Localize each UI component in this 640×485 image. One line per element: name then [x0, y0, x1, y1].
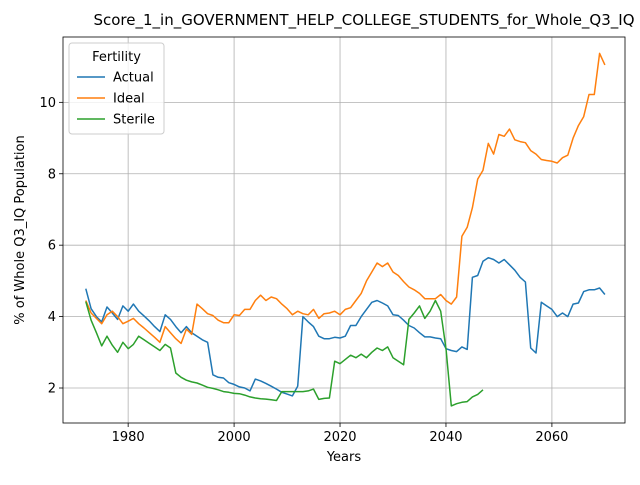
series-lines: [85, 52, 606, 407]
x-tick-label: 2000: [218, 430, 251, 445]
x-tick-label: 2060: [535, 430, 568, 445]
axis-ticks: 1980 2000 2020 2040 2060 2 4 6 8 10: [39, 96, 568, 445]
y-axis-label: % of Whole Q3_IQ Population: [13, 135, 28, 324]
y-tick-label: 6: [48, 239, 56, 254]
legend: Fertility Actual Ideal Sterile: [68, 42, 165, 135]
legend-title: Fertility: [92, 50, 141, 65]
x-axis-label: Years: [326, 450, 362, 465]
series-line-ideal: [85, 52, 606, 345]
legend-label-ideal: Ideal: [113, 92, 145, 107]
legend-label-actual: Actual: [113, 71, 154, 86]
y-tick-label: 10: [39, 96, 56, 111]
y-tick-label: 8: [48, 167, 56, 182]
series-line-sterile: [85, 299, 484, 407]
x-tick-label: 2020: [323, 430, 356, 445]
y-tick-label: 2: [48, 382, 56, 397]
legend-box: [68, 42, 165, 135]
plot-frame: [62, 36, 626, 424]
legend-label-sterile: Sterile: [113, 113, 155, 128]
x-tick-label: 1980: [112, 430, 145, 445]
legend-entries: Actual Ideal Sterile: [77, 71, 155, 128]
grid: [63, 37, 625, 423]
chart-title: Score_1_in_GOVERNMENT_HELP_COLLEGE_STUDE…: [93, 11, 634, 30]
y-tick-label: 4: [48, 310, 56, 325]
x-tick-label: 2040: [429, 430, 462, 445]
series-line-actual: [85, 256, 606, 397]
